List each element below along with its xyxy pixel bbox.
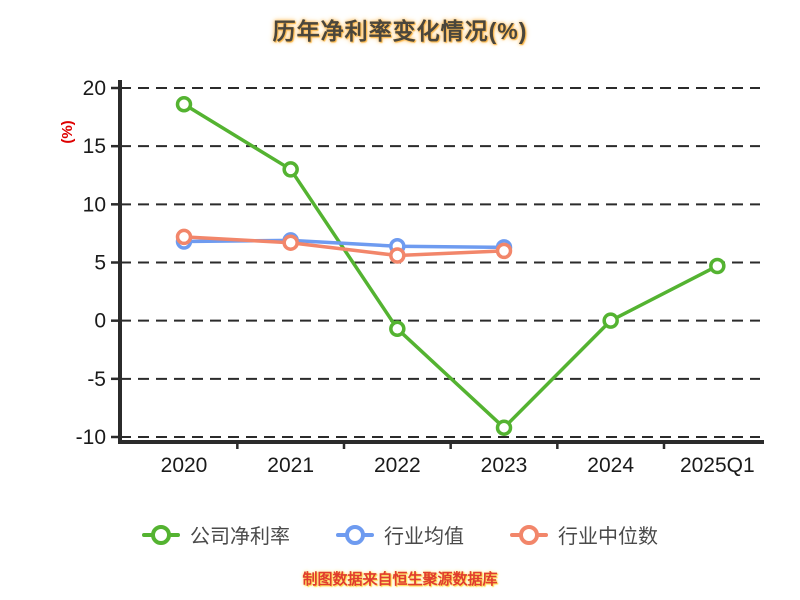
data-point-marker — [709, 257, 726, 275]
data-point-marker — [389, 320, 406, 338]
legend-item-2[interactable]: 行业中位数 — [510, 520, 658, 549]
legend-marker-icon — [142, 524, 180, 545]
data-point-marker — [175, 96, 193, 113]
gridlines — [120, 87, 760, 438]
x-tick-labels: 2020 2021 2022 2023 2024 2025Q1 — [161, 442, 755, 477]
data-point-marker — [175, 228, 193, 246]
data-point-marker — [282, 161, 299, 178]
data-point-marker — [602, 312, 619, 329]
legend-item-1[interactable]: 行业均值 — [336, 520, 464, 549]
data-point-marker — [495, 419, 513, 436]
data-source-note: 制图数据来自恒生聚源数据库 — [302, 571, 498, 588]
axes — [118, 80, 764, 444]
series-0 — [175, 96, 726, 436]
x-category-label: 2025Q1 — [680, 454, 755, 477]
x-category-label: 2021 — [267, 454, 314, 477]
legend-marker-icon — [510, 524, 548, 545]
y-tick-label: -10 — [76, 426, 106, 449]
legend-label: 公司净利率 — [190, 526, 290, 548]
x-category-label: 2022 — [374, 454, 421, 477]
legend-label: 行业中位数 — [558, 526, 658, 548]
x-category-label: 2024 — [587, 454, 634, 477]
chart-title: 历年净利率变化情况(%) — [272, 18, 528, 44]
legend-marker-icon — [336, 524, 374, 545]
y-axis-label: (%) — [59, 120, 76, 143]
y-tick-label: 0 — [94, 310, 106, 333]
y-tick-label: 20 — [83, 77, 106, 100]
x-category-label: 2020 — [161, 454, 208, 477]
legend-label: 行业均值 — [384, 526, 464, 548]
y-tick-label: 10 — [83, 193, 106, 216]
x-category-label: 2023 — [481, 454, 528, 477]
y-tick-label: 15 — [83, 135, 106, 158]
data-point-marker — [389, 247, 406, 264]
y-tick-label: -5 — [87, 368, 106, 391]
y-tick-label: 5 — [94, 252, 106, 275]
data-point-marker — [495, 242, 513, 260]
y-tick-labels: 20 15 10 5 0 -5 -10 — [76, 77, 120, 449]
net-margin-chart: 20 15 10 5 0 -5 -10 2020 2021 2022 2023 2024 2025Q1 (… — [59, 77, 764, 477]
data-point-marker — [282, 234, 299, 251]
series-2 — [175, 228, 513, 264]
legend: 公司净利率 行业均值 行业中位数 — [0, 520, 800, 549]
legend-item-0[interactable]: 公司净利率 — [142, 520, 290, 549]
